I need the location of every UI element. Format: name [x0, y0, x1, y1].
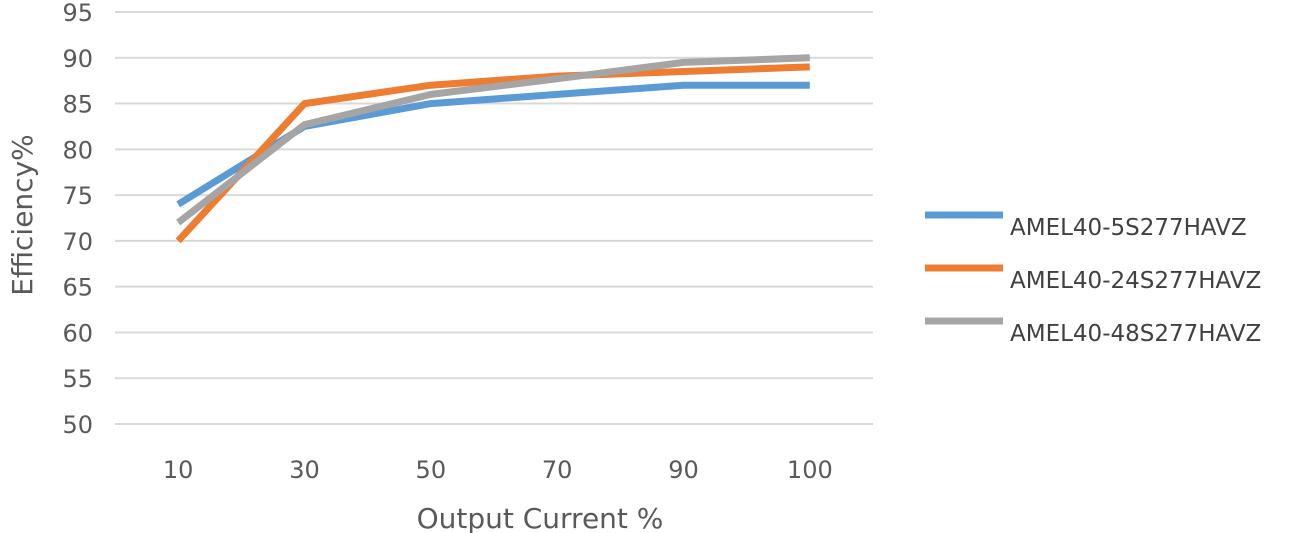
series-line-2 [175, 63, 810, 244]
x-tick-label-10: 10 [163, 456, 194, 484]
x-tick-label-30: 30 [289, 456, 320, 484]
y-tick-label-75: 75 [62, 182, 93, 210]
series-lines [175, 54, 810, 244]
y-tick-label-50: 50 [62, 411, 93, 439]
legend-label-2: AMEL40-24S277HAVZ [1010, 268, 1261, 294]
y-axis-title: Efficiency% [6, 134, 39, 295]
x-tick-label-50: 50 [416, 456, 447, 484]
x-tick-label-70: 70 [542, 456, 573, 484]
x-tick-label-90: 90 [668, 456, 699, 484]
y-tick-label-60: 60 [62, 319, 93, 347]
legend-label-3: AMEL40-48S277HAVZ [1010, 321, 1261, 347]
y-tick-label-70: 70 [62, 228, 93, 256]
y-tick-label-95: 95 [62, 0, 93, 27]
y-tick-label-80: 80 [62, 136, 93, 164]
x-axis-tick-labels: 10 30 50 70 90 100 [163, 456, 833, 484]
y-axis-tick-labels: 50 55 60 65 70 75 80 85 90 95 [62, 0, 93, 439]
gridlines [115, 11, 873, 425]
y-tick-label-85: 85 [62, 91, 93, 119]
series-line-3 [176, 54, 810, 226]
x-tick-label-100: 100 [787, 456, 833, 484]
y-tick-label-90: 90 [62, 45, 93, 73]
x-axis-title: Output Current % [417, 502, 664, 533]
legend: AMEL40-5S277HAVZ AMEL40-24S277HAVZ AMEL40-… [925, 211, 1261, 347]
legend-label-1: AMEL40-5S277HAVZ [1010, 215, 1247, 241]
y-tick-label-55: 55 [62, 365, 93, 393]
y-tick-label-65: 65 [62, 274, 93, 302]
